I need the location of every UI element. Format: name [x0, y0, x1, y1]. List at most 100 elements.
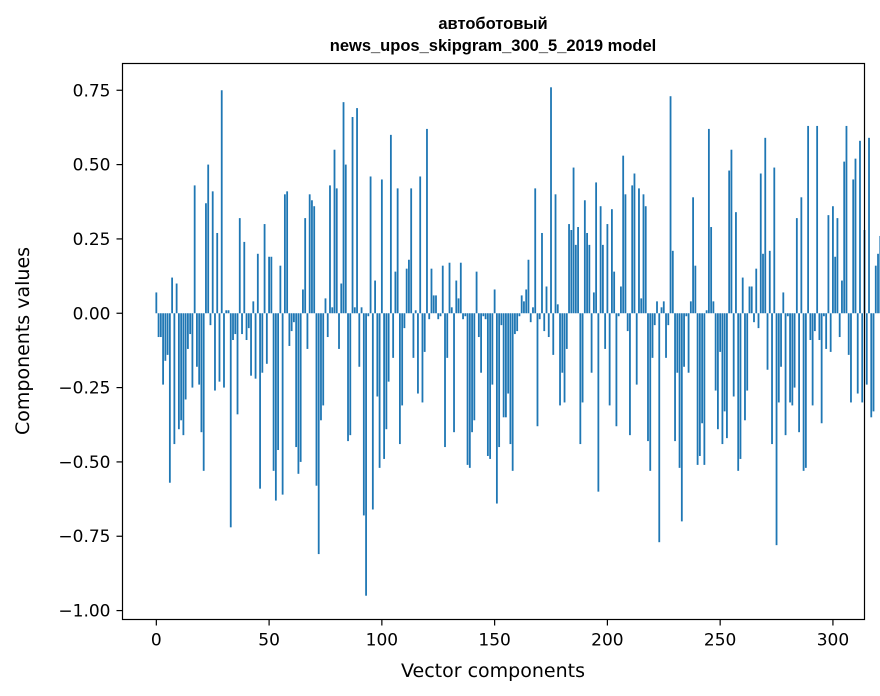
bar-232	[678, 313, 681, 468]
bar-36	[236, 313, 239, 415]
bar-16	[191, 313, 194, 388]
bar-291	[811, 313, 814, 406]
bar-88	[353, 307, 356, 314]
bar-202	[611, 209, 613, 314]
bar-129	[446, 313, 449, 358]
bar-217	[644, 206, 647, 314]
bar-41	[247, 313, 250, 329]
bar-34	[232, 313, 234, 341]
bar-65	[302, 289, 304, 314]
bar-255	[730, 149, 733, 314]
bar-286	[800, 197, 803, 314]
bar-278	[782, 292, 785, 314]
bar-56	[281, 313, 284, 495]
bar-258	[737, 313, 740, 471]
bar-20	[200, 313, 203, 433]
bar-77	[329, 185, 331, 314]
bar-184	[570, 230, 573, 314]
bar-167	[532, 307, 534, 314]
bar-237	[689, 301, 692, 314]
bar-111	[405, 268, 408, 314]
bar-2	[159, 313, 162, 338]
bar-42	[250, 313, 252, 376]
bar-212	[633, 173, 636, 314]
x-tick-label: 300	[817, 631, 849, 651]
bar-130	[448, 262, 451, 314]
bar-27	[216, 232, 219, 314]
bar-74	[322, 313, 325, 406]
bar-266	[755, 268, 758, 314]
bar-160	[516, 313, 519, 332]
bar-37	[238, 218, 241, 314]
bar-198	[601, 244, 604, 314]
bar-175	[550, 87, 552, 314]
bar-158	[511, 313, 514, 471]
bar-43	[252, 301, 255, 314]
bar-121	[428, 313, 431, 320]
bar-120	[426, 128, 428, 314]
bar-44	[254, 313, 257, 379]
bar-309	[852, 179, 855, 314]
bar-23	[207, 164, 210, 314]
bar-140	[471, 313, 473, 433]
y-tick-label: −1.00	[58, 602, 110, 622]
bar-91	[360, 307, 363, 314]
bar-9	[175, 283, 178, 314]
bar-205	[617, 313, 620, 317]
bar-289	[807, 125, 810, 314]
bar-261	[744, 313, 746, 421]
bar-294	[818, 313, 821, 341]
bar-55	[279, 265, 282, 314]
bar-231	[676, 313, 679, 373]
bar-60	[290, 313, 293, 332]
bar-153	[500, 313, 503, 326]
bar-10	[177, 313, 180, 430]
bar-150	[493, 289, 496, 314]
bar-51	[270, 256, 273, 314]
bar-223	[658, 313, 661, 543]
bar-178	[556, 304, 559, 314]
bar-271	[766, 313, 769, 370]
bar-149	[491, 313, 494, 385]
bar-106	[394, 271, 397, 314]
bar-207	[622, 155, 625, 314]
bar-216	[642, 194, 645, 314]
bar-138	[466, 313, 469, 465]
bar-108	[399, 313, 401, 445]
bar-54	[277, 313, 280, 451]
bar-124	[435, 295, 437, 314]
bar-99	[378, 313, 381, 468]
bar-317	[870, 313, 873, 418]
bar-125	[437, 313, 440, 320]
bar-4	[164, 313, 167, 361]
bar-71	[315, 313, 318, 486]
bar-70	[313, 206, 316, 314]
bar-302	[836, 218, 839, 314]
bar-219	[649, 313, 652, 471]
bar-285	[798, 313, 800, 433]
bar-320	[877, 253, 879, 314]
bar-295	[820, 313, 823, 424]
bar-244	[705, 310, 708, 314]
bar-226	[665, 313, 667, 358]
bar-137	[464, 313, 467, 317]
bar-228	[669, 96, 672, 314]
bar-48	[263, 224, 266, 314]
bar-270	[764, 137, 767, 314]
bar-233	[680, 313, 683, 522]
bar-105	[392, 313, 395, 358]
bar-13	[184, 313, 187, 400]
bar-181	[563, 313, 566, 403]
bar-154	[502, 313, 505, 418]
bar-25	[211, 191, 214, 314]
bar-32	[227, 310, 230, 314]
bar-251	[721, 313, 724, 445]
bar-31	[225, 310, 228, 314]
bar-35	[234, 313, 237, 335]
bar-247	[712, 301, 715, 314]
bar-300	[832, 206, 834, 314]
bar-119	[423, 313, 426, 352]
bar-133	[455, 280, 458, 314]
bar-220	[651, 313, 654, 358]
bar-123	[432, 295, 435, 314]
